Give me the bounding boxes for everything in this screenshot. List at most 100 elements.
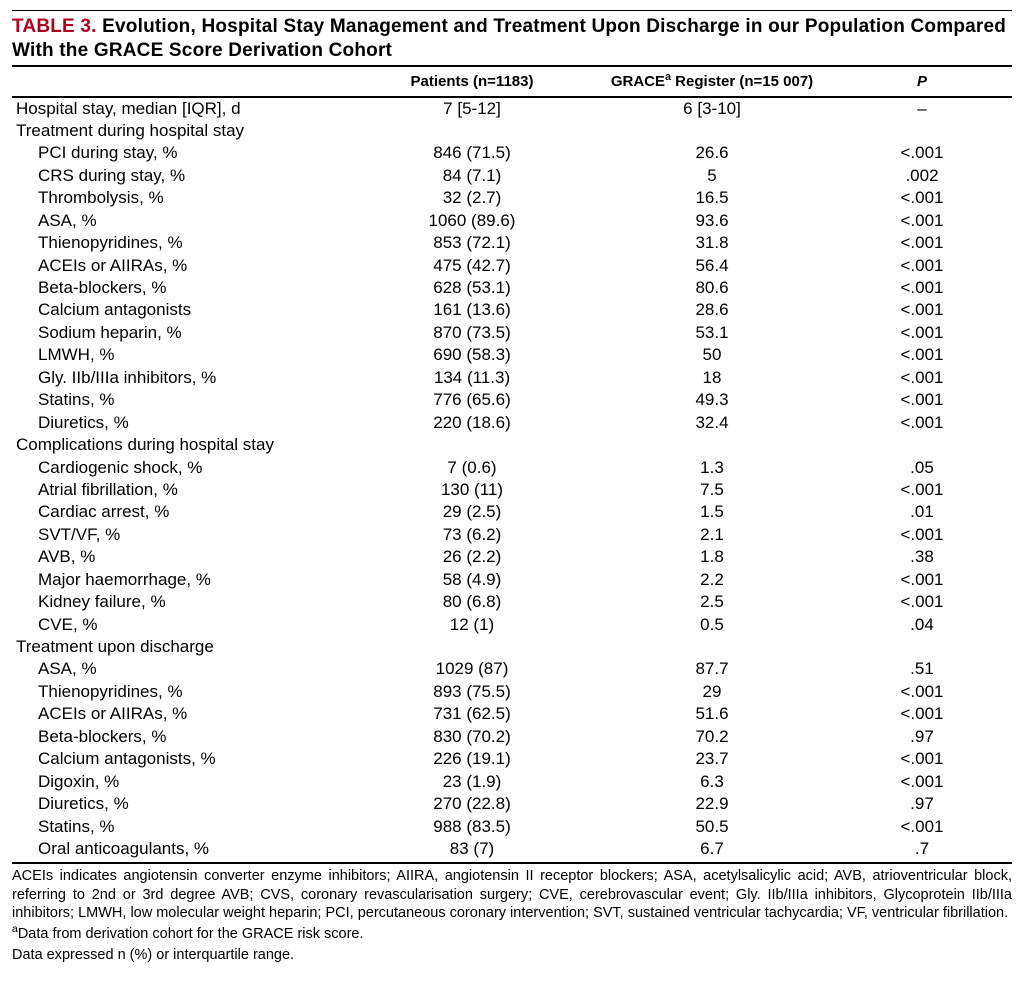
cell-p: <.001 — [832, 299, 1012, 321]
table-row: CVE, %12 (1)0.5.04 — [12, 614, 1012, 636]
row-label: Thrombolysis, % — [12, 187, 352, 209]
table-title-text: Evolution, Hospital Stay Management and … — [12, 16, 1006, 61]
cell-grace: 80.6 — [592, 277, 832, 299]
cell-p: .01 — [832, 501, 1012, 523]
cell-p: <.001 — [832, 322, 1012, 344]
footnote-expr: Data expressed n (%) or interquartile ra… — [12, 943, 1012, 964]
cell-patients: 475 (42.7) — [352, 255, 592, 277]
cell-p: <.001 — [832, 771, 1012, 793]
footnote-a-text: Data from derivation cohort for the GRAC… — [18, 926, 364, 942]
row-label: Atrial fibrillation, % — [12, 479, 352, 501]
cell-patients — [352, 636, 592, 658]
row-label: Diuretics, % — [12, 793, 352, 815]
section-row: Treatment during hospital stay — [12, 120, 1012, 142]
cell-p: <.001 — [832, 389, 1012, 411]
cell-patients: 1060 (89.6) — [352, 210, 592, 232]
cell-p: .002 — [832, 165, 1012, 187]
row-label: LMWH, % — [12, 344, 352, 366]
table-row: AVB, %26 (2.2)1.8.38 — [12, 546, 1012, 568]
row-label: Thienopyridines, % — [12, 681, 352, 703]
header-p-text: P — [917, 73, 927, 90]
cell-grace: 32.4 — [592, 412, 832, 434]
row-label: Gly. IIb/IIIa inhibitors, % — [12, 367, 352, 389]
cell-grace — [592, 434, 832, 456]
cell-patients: 893 (75.5) — [352, 681, 592, 703]
row-label: Treatment upon discharge — [12, 636, 352, 658]
cell-grace: 26.6 — [592, 142, 832, 164]
cell-p: <.001 — [832, 210, 1012, 232]
table-row: Diuretics, %270 (22.8)22.9.97 — [12, 793, 1012, 815]
row-label: CRS during stay, % — [12, 165, 352, 187]
cell-patients: 23 (1.9) — [352, 771, 592, 793]
cell-p: .04 — [832, 614, 1012, 636]
table-row: Sodium heparin, %870 (73.5)53.1<.001 — [12, 322, 1012, 344]
row-label: Beta-blockers, % — [12, 277, 352, 299]
table-figure: TABLE 3. Evolution, Hospital Stay Manage… — [0, 0, 1024, 982]
cell-patients: 731 (62.5) — [352, 703, 592, 725]
section-row: Complications during hospital stay — [12, 434, 1012, 456]
cell-grace: 23.7 — [592, 748, 832, 770]
cell-grace — [592, 120, 832, 142]
row-label: Major haemorrhage, % — [12, 569, 352, 591]
table-row: Kidney failure, %80 (6.8)2.5<.001 — [12, 591, 1012, 613]
row-label: Cardiogenic shock, % — [12, 457, 352, 479]
row-label: Complications during hospital stay — [12, 434, 352, 456]
header-p: P — [832, 66, 1012, 97]
cell-p: <.001 — [832, 255, 1012, 277]
table-row: Statins, %988 (83.5)50.5<.001 — [12, 816, 1012, 838]
cell-p: <.001 — [832, 187, 1012, 209]
table-row: Thienopyridines, %853 (72.1)31.8<.001 — [12, 232, 1012, 254]
cell-patients: 226 (19.1) — [352, 748, 592, 770]
row-label: Beta-blockers, % — [12, 726, 352, 748]
cell-patients: 80 (6.8) — [352, 591, 592, 613]
cell-grace: 0.5 — [592, 614, 832, 636]
cell-patients: 846 (71.5) — [352, 142, 592, 164]
section-row: Treatment upon discharge — [12, 636, 1012, 658]
table-row: Calcium antagonists, %226 (19.1)23.7<.00… — [12, 748, 1012, 770]
table-row: Calcium antagonists161 (13.6)28.6<.001 — [12, 299, 1012, 321]
cell-patients: 58 (4.9) — [352, 569, 592, 591]
table-label: TABLE 3. — [12, 16, 97, 37]
cell-p: <.001 — [832, 524, 1012, 546]
row-label: ACEIs or AIIRAs, % — [12, 703, 352, 725]
cell-patients: 84 (7.1) — [352, 165, 592, 187]
table-row: Hospital stay, median [IQR], d7 [5-12]6 … — [12, 97, 1012, 120]
cell-patients: 1029 (87) — [352, 658, 592, 680]
cell-patients — [352, 434, 592, 456]
cell-patients: 628 (53.1) — [352, 277, 592, 299]
cell-patients: 270 (22.8) — [352, 793, 592, 815]
cell-p: <.001 — [832, 277, 1012, 299]
cell-patients: 690 (58.3) — [352, 344, 592, 366]
cell-p — [832, 636, 1012, 658]
cell-p: <.001 — [832, 142, 1012, 164]
cell-patients: 83 (7) — [352, 838, 592, 860]
table-body: Hospital stay, median [IQR], d7 [5-12]6 … — [12, 97, 1012, 861]
cell-patients: 776 (65.6) — [352, 389, 592, 411]
row-label: Calcium antagonists — [12, 299, 352, 321]
cell-grace: 28.6 — [592, 299, 832, 321]
cell-p — [832, 434, 1012, 456]
cell-grace: 1.3 — [592, 457, 832, 479]
title-wrap: TABLE 3. Evolution, Hospital Stay Manage… — [12, 10, 1012, 65]
table-row: Atrial fibrillation, %130 (11)7.5<.001 — [12, 479, 1012, 501]
table-row: SVT/VF, %73 (6.2)2.1<.001 — [12, 524, 1012, 546]
cell-grace: 18 — [592, 367, 832, 389]
cell-grace: 70.2 — [592, 726, 832, 748]
cell-p: <.001 — [832, 591, 1012, 613]
data-table: Patients (n=1183) GRACEa Register (n=15 … — [12, 65, 1012, 861]
row-label: Statins, % — [12, 389, 352, 411]
row-label: Digoxin, % — [12, 771, 352, 793]
cell-grace: 49.3 — [592, 389, 832, 411]
cell-patients: 870 (73.5) — [352, 322, 592, 344]
table-row: ACEIs or AIIRAs, %731 (62.5)51.6<.001 — [12, 703, 1012, 725]
table-row: Oral anticoagulants, %83 (7)6.7.7 — [12, 838, 1012, 860]
cell-grace: 2.5 — [592, 591, 832, 613]
row-label: Thienopyridines, % — [12, 232, 352, 254]
table-row: Major haemorrhage, %58 (4.9)2.2<.001 — [12, 569, 1012, 591]
cell-patients: 853 (72.1) — [352, 232, 592, 254]
header-empty — [12, 66, 352, 97]
table-row: Beta-blockers, %628 (53.1)80.6<.001 — [12, 277, 1012, 299]
row-label: CVE, % — [12, 614, 352, 636]
cell-patients: 29 (2.5) — [352, 501, 592, 523]
cell-p: <.001 — [832, 367, 1012, 389]
